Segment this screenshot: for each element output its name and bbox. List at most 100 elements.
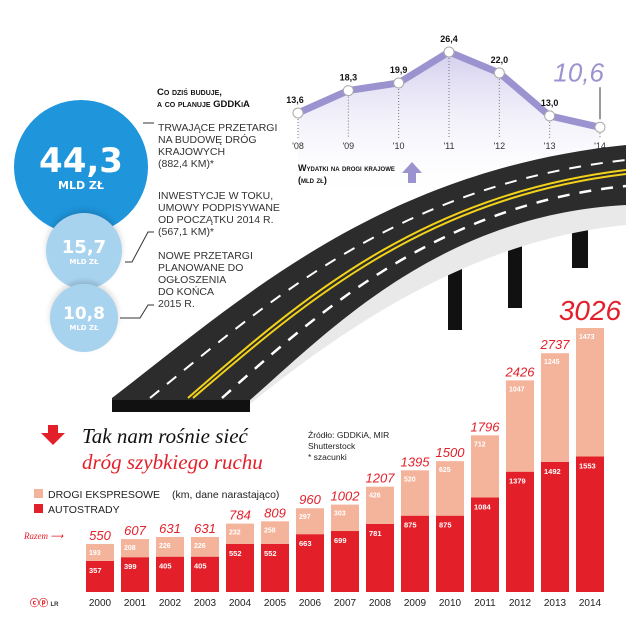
x-tick-label: 2005 (264, 598, 287, 609)
legend-item-ekspresowe: DROGI EKSPRESOWE (km, dane narastająco) (34, 488, 279, 503)
bar-autostrady (541, 461, 569, 592)
x-tick-label: '13 (544, 141, 556, 151)
legend-label: DROGI EKSPRESOWE (48, 489, 161, 501)
bar-value-ekspresowe: 297 (299, 514, 311, 521)
bar-total-label: 784 (229, 508, 251, 523)
legend-swatch (34, 489, 43, 498)
bar-total-label: 607 (124, 523, 146, 538)
bar-ekspresowe (121, 539, 149, 558)
desc-2: INWESTYCJE W TOKU, UMOWY PODPISYWANE OD … (158, 190, 280, 238)
data-label: 13,0 (541, 98, 559, 108)
bar-ekspresowe (331, 504, 359, 532)
desc-line: NOWE PRZETARGI (158, 250, 253, 262)
circle-value: 44,3 (39, 140, 123, 181)
bar-ekspresowe (366, 486, 394, 524)
bar-value-ekspresowe: 1245 (544, 359, 560, 366)
bar-autostrady (401, 515, 429, 592)
bar-value-ekspresowe: 520 (404, 476, 416, 483)
bar-value-ekspresowe: 193 (89, 550, 101, 557)
line-chart-title: Wydatki na drogi krajowe (mld zł) (298, 162, 398, 186)
bar-value-ekspresowe: 625 (439, 467, 451, 474)
data-label: 13,6 (286, 95, 304, 105)
intro-heading-line2: a co planuje GDDKiA (157, 99, 250, 110)
bar-ekspresowe (296, 508, 324, 535)
bar-ekspresowe (86, 544, 114, 561)
intro-heading: Co dziś buduje, a co planuje GDDKiA (157, 87, 250, 111)
bar-legend: DROGI EKSPRESOWE (km, dane narastająco) A… (34, 488, 279, 518)
x-tick-label: '08 (292, 141, 304, 151)
legend-label: AUTOSTRADY (48, 504, 120, 516)
bar-ekspresowe (436, 461, 464, 516)
data-point (594, 121, 606, 133)
bar-autostrady (191, 556, 219, 592)
bar-total-label: 550 (89, 528, 111, 543)
bar-total-label: 1207 (366, 471, 396, 486)
total-label-text: Razem (24, 531, 48, 541)
x-tick-label: 2013 (544, 598, 567, 609)
data-point (292, 107, 304, 119)
desc-line: TRWAJĄCE PRZETARGI (158, 122, 278, 134)
bar-chart-title-line2: dróg szybkiego ruchu (82, 450, 263, 474)
bar-value-ekspresowe: 232 (229, 530, 241, 537)
bar-value-autostrady: 405 (159, 562, 172, 571)
circle-10-8: 10,8 MLD ZŁ (50, 284, 118, 352)
bar-value-autostrady: 1084 (474, 502, 492, 511)
data-label: 26,4 (440, 34, 458, 44)
circle-value: 10,8 (63, 304, 105, 324)
x-tick-label: 2012 (509, 598, 532, 609)
data-label: 22,0 (491, 55, 509, 65)
bar-autostrady (576, 456, 604, 592)
source-line: Shutterstock (308, 441, 356, 451)
x-tick-label: 2002 (159, 598, 182, 609)
bar-value-ekspresowe: 712 (474, 441, 486, 448)
bar-autostrady (471, 497, 499, 592)
data-point (443, 46, 455, 58)
x-tick-label: 2001 (124, 598, 147, 609)
desc-line: 2015 R. (158, 298, 195, 310)
bar-total-label: 1500 (436, 445, 466, 460)
bar-total-label: 631 (194, 521, 216, 536)
x-tick-label: 2011 (474, 598, 496, 609)
bar-value-ekspresowe: 226 (194, 543, 206, 550)
bar-autostrady (226, 543, 254, 592)
desc-line: PLANOWANE DO (158, 262, 244, 274)
bar-ekspresowe (401, 470, 429, 516)
bar-value-autostrady: 405 (194, 562, 207, 571)
credit: LR (50, 602, 59, 608)
data-point (493, 67, 505, 79)
bar-ekspresowe (506, 380, 534, 472)
source-line: Źródło: GDDKiA, MIR (308, 430, 390, 440)
x-tick-label: 2000 (89, 598, 112, 609)
circle-44-3: 44,3 MLD ZŁ (14, 100, 148, 234)
data-label: 19,9 (390, 65, 408, 75)
source-note: Źródło: GDDKiA, MIR Shutterstock * szacu… (308, 430, 389, 463)
bar-autostrady (86, 560, 114, 592)
bar-autostrady (261, 543, 289, 592)
bar-autostrady (436, 515, 464, 592)
bar-chart-title-line1: Tak nam rośnie sieć (82, 424, 248, 448)
bar-value-autostrady: 399 (124, 562, 137, 571)
circle-15-7: 15,7 MLD ZŁ (46, 213, 122, 289)
desc-3: NOWE PRZETARGI PLANOWANE DO OGŁOSZENIA D… (158, 250, 253, 310)
bar-autostrady (366, 523, 394, 592)
x-tick-label: '11 (443, 141, 454, 151)
bar-value-autostrady: 663 (299, 539, 312, 548)
bar-value-ekspresowe: 226 (159, 543, 171, 550)
bar-ekspresowe (576, 328, 604, 457)
desc-line: NA BUDOWĘ DRÓG (158, 134, 257, 146)
bar-total-label: 2737 (540, 337, 571, 352)
bar-ekspresowe (191, 536, 219, 557)
bar-autostrady (121, 557, 149, 592)
bar-value-autostrady: 1379 (509, 477, 526, 486)
up-arrow-icon (402, 162, 422, 183)
bar-value-ekspresowe: 426 (369, 493, 381, 500)
data-label-highlight: 10,6 (553, 57, 604, 87)
circle-unit: MLD ZŁ (69, 324, 99, 332)
desc-line: DO KOŃCA (158, 286, 215, 298)
x-tick-label: 2006 (299, 598, 322, 609)
bar-value-autostrady: 875 (439, 521, 452, 530)
desc-line: INWESTYCJE W TOKU, (158, 190, 274, 202)
data-label: 18,3 (340, 73, 358, 83)
